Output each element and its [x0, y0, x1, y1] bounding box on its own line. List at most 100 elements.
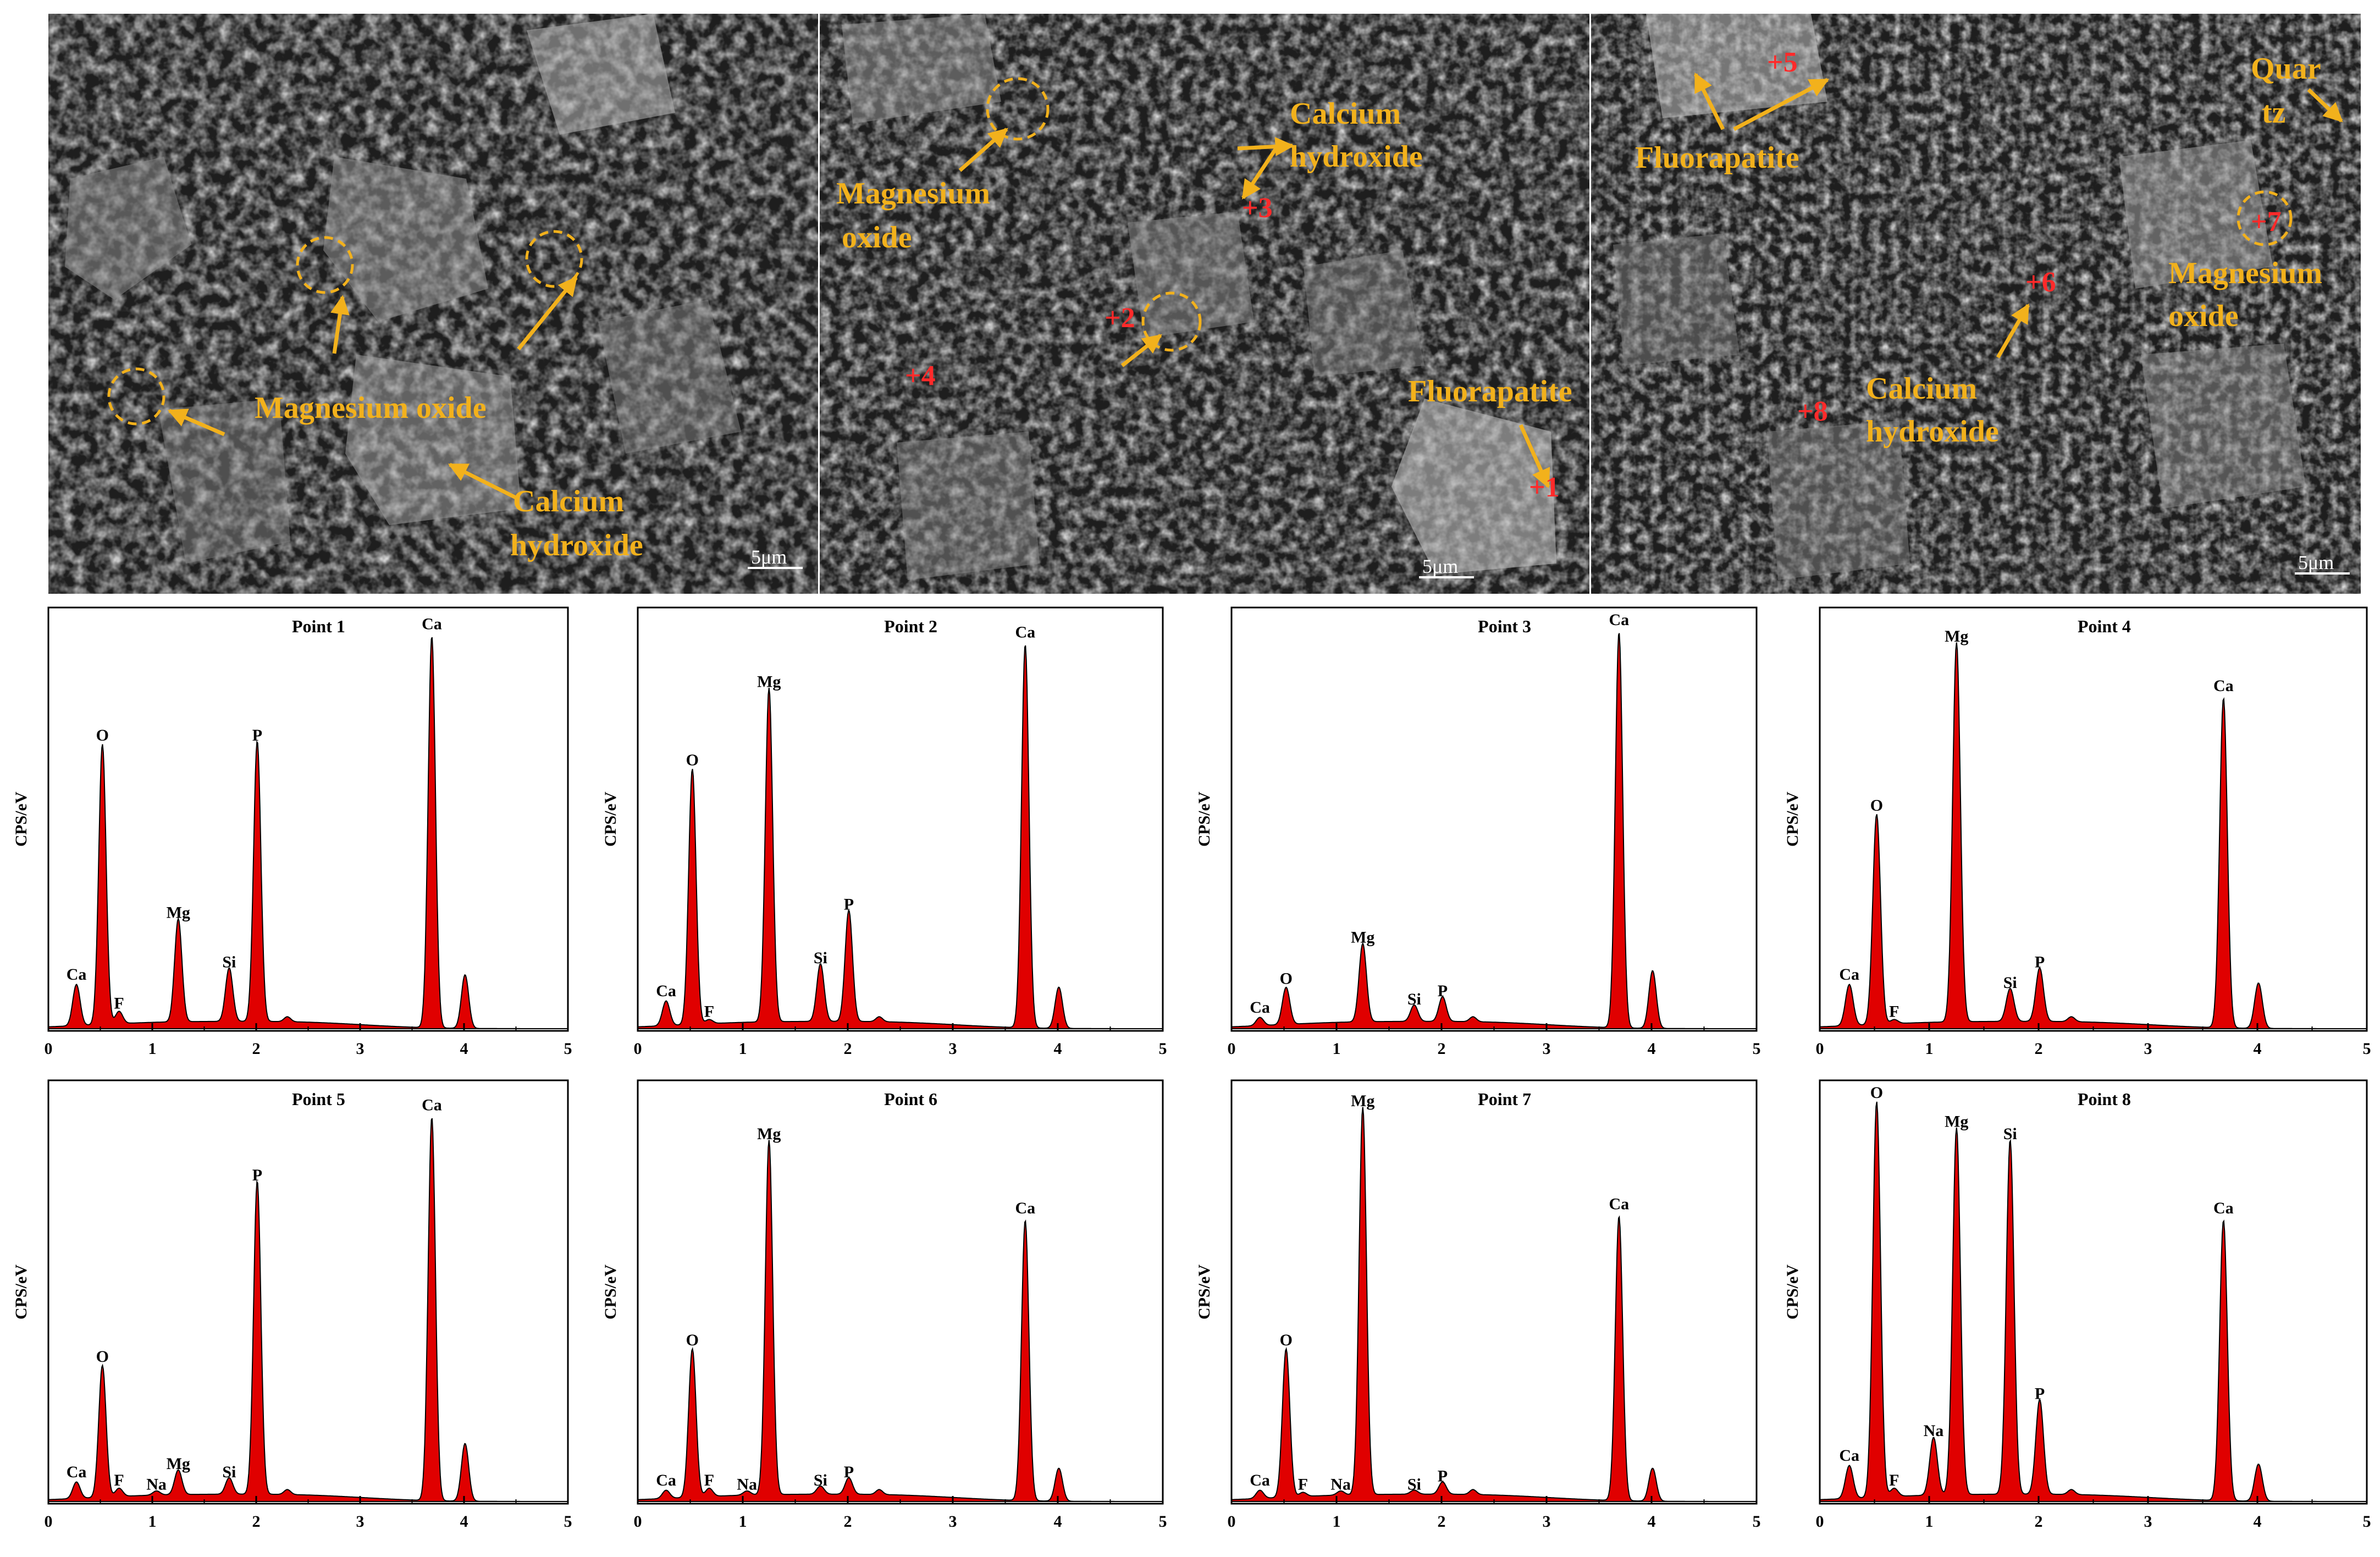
peak-label-ca: Ca	[422, 1096, 442, 1114]
peak-label-o: O	[96, 726, 109, 744]
sem-image-1: Magnesium oxide Calcium hydroxide 5μm	[48, 14, 818, 594]
x-tick-label: 1	[1925, 1512, 1934, 1531]
x-tick-label: 3	[2144, 1512, 2152, 1531]
sem-image-3: Fluorapatite Quar tz Magnesium oxide Cal…	[1591, 14, 2361, 594]
peak-label-p: P	[252, 1166, 262, 1184]
sem3-point-7: +7	[2251, 206, 2282, 238]
peak-label-na: Na	[146, 1476, 167, 1494]
peak-label-p: P	[844, 896, 854, 914]
peak-label-p: P	[2035, 1385, 2045, 1403]
x-tick-label: 3	[356, 1512, 365, 1531]
plot-frame	[1819, 1079, 2368, 1505]
x-tick-label: 2	[1438, 1512, 1446, 1531]
x-tick-label: 1	[1925, 1040, 1934, 1058]
y-axis-label: CPS/eV	[1195, 792, 1213, 847]
sem2-point-4: +4	[905, 360, 936, 391]
peak-label-mg: Mg	[167, 904, 190, 922]
sem1-label-hydroxide: hydroxide	[510, 528, 643, 562]
sem3-label-quar: Quar	[2251, 52, 2321, 86]
sem1-label-magnesium-oxide: Magnesium oxide	[255, 391, 487, 425]
sem1-label-calcium: Calcium	[513, 484, 624, 518]
x-tick-label: 0	[1228, 1040, 1236, 1058]
peak-label-f: F	[1889, 1471, 1899, 1489]
peak-label-na: Na	[1924, 1422, 1944, 1440]
peak-label-ca: Ca	[656, 982, 676, 1000]
peak-label-ca: Ca	[1609, 1195, 1629, 1213]
chart-title: Point 3	[1478, 616, 1531, 636]
x-tick-label: 5	[564, 1512, 572, 1531]
sem3-point-5: +5	[1767, 47, 1798, 78]
sem2-label-magnesium: Magnesium	[836, 176, 990, 211]
sem2-label-hydroxide: hydroxide	[1290, 140, 1423, 174]
x-tick-label: 0	[1228, 1512, 1236, 1531]
peak-label-mg: Mg	[1351, 929, 1374, 947]
y-axis-label: CPS/eV	[1783, 1265, 1802, 1319]
sem3-label-hydroxide: hydroxide	[1866, 415, 1999, 449]
peak-label-ca: Ca	[2213, 677, 2234, 695]
x-tick-label: 4	[460, 1512, 468, 1531]
chart-title: Point 5	[292, 1089, 345, 1109]
x-tick-label: 0	[634, 1040, 642, 1058]
peak-label-ca: Ca	[1250, 998, 1270, 1017]
x-tick-label: 0	[45, 1512, 53, 1531]
peak-label-p: P	[1438, 982, 1448, 1000]
chart-title: Point 8	[2078, 1089, 2131, 1109]
x-tick-label: 5	[564, 1040, 572, 1058]
peak-label-o: O	[1870, 1084, 1883, 1102]
peak-label-si: Si	[814, 1471, 827, 1489]
plot-frame	[1819, 606, 2368, 1032]
peak-label-mg: Mg	[1945, 627, 1968, 645]
spectrum-area	[637, 645, 1163, 1029]
x-tick-label: 1	[739, 1512, 747, 1531]
sem2-point-1: +1	[1529, 472, 1560, 503]
peak-label-ca: Ca	[1250, 1471, 1270, 1489]
plot-frame	[47, 606, 569, 1032]
y-axis-label: CPS/eV	[601, 792, 620, 847]
eds-spectrum-4: 0 1 2 3 4 5 CPS/eV Point 4 Ca O F Mg Si P Ca	[1779, 602, 2378, 1075]
peak-label-o: O	[1280, 1331, 1293, 1349]
chart-title: Point 6	[884, 1089, 937, 1109]
x-tick-label: 1	[1333, 1512, 1341, 1531]
peak-label-si: Si	[2003, 974, 2017, 992]
sem-image-row: Magnesium oxide Calcium hydroxide 5μm	[48, 14, 2361, 594]
peak-label-p: P	[2035, 953, 2045, 971]
sem3-label-oxide: oxide	[2168, 299, 2239, 333]
peak-label-ca: Ca	[67, 965, 87, 984]
peak-label-o: O	[1280, 970, 1293, 988]
spectrum-area	[1231, 1107, 1757, 1502]
eds-spectrum-8: 0 1 2 3 4 5 CPS/eV Point 8 Ca O F Na Mg Si P Ca	[1779, 1075, 2378, 1548]
sem2-point-3: +3	[1242, 192, 1273, 224]
sem3-label-calcium: Calcium	[1866, 372, 1977, 406]
peak-label-o: O	[686, 751, 699, 769]
y-axis-label: CPS/eV	[12, 792, 30, 847]
x-tick-label: 3	[949, 1512, 957, 1531]
sem2-label-oxide: oxide	[842, 220, 912, 255]
peak-label-na: Na	[1330, 1476, 1351, 1494]
plot-frame	[637, 606, 1164, 1032]
sem3-scale-bar: 5μm	[2298, 551, 2334, 573]
eds-spectrum-3: 0 1 2 3 4 5 CPS/eV Point 3 Ca O Mg Si P Ca	[1190, 602, 1768, 1075]
x-tick-label: 5	[1753, 1512, 1761, 1531]
peak-label-f: F	[114, 995, 124, 1013]
peak-label-ca: Ca	[1839, 965, 1859, 984]
peak-label-ca: Ca	[2213, 1199, 2234, 1217]
x-tick-label: 1	[1333, 1040, 1341, 1058]
peak-label-f: F	[704, 1003, 714, 1021]
peak-label-f: F	[704, 1471, 714, 1489]
peak-label-mg: Mg	[167, 1455, 190, 1473]
x-tick-label: 2	[1438, 1040, 1446, 1058]
sem3-label-tz: tz	[2262, 96, 2286, 130]
plot-frame	[1230, 1079, 1758, 1505]
x-tick-label: 5	[1753, 1040, 1761, 1058]
peak-label-si: Si	[814, 949, 827, 967]
x-tick-label: 3	[949, 1040, 957, 1058]
eds-spectrum-1: 0 1 2 3 4 5 CPS/eV Point 1 Ca O F Mg Si P Ca	[7, 602, 579, 1075]
sem1-scale-bar: 5μm	[751, 546, 787, 568]
peak-label-mg: Mg	[1945, 1113, 1968, 1131]
peak-label-ca: Ca	[656, 1471, 676, 1489]
x-tick-label: 4	[1648, 1512, 1656, 1531]
sem2-scale-bar: 5μm	[1422, 555, 1458, 577]
peak-label-ca: Ca	[67, 1463, 87, 1481]
y-axis-label: CPS/eV	[12, 1265, 30, 1319]
peak-label-si: Si	[2003, 1125, 2017, 1143]
